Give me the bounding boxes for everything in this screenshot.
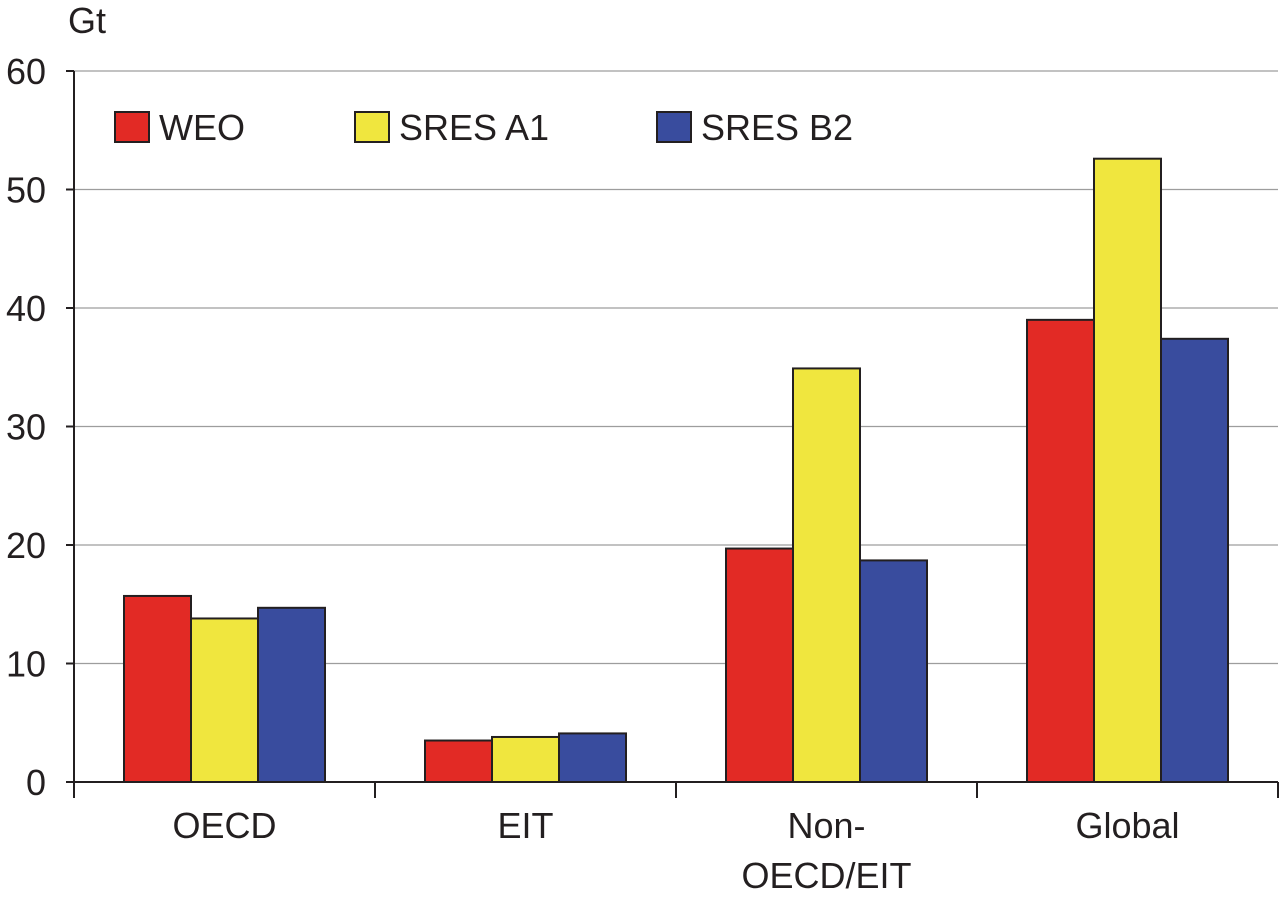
x-tick-label: EIT <box>497 805 553 846</box>
y-tick-label: 10 <box>6 644 46 685</box>
legend-label: WEO <box>159 107 245 148</box>
legend-item: SRES B2 <box>656 107 853 148</box>
x-tick-label: Non-OECD/EIT <box>741 805 911 896</box>
legend-item: SRES A1 <box>354 107 549 148</box>
bar-weo <box>1026 318 1095 783</box>
legend-label: SRES B2 <box>701 107 853 148</box>
legend-label: SRES A1 <box>399 107 549 148</box>
bar-sres-a1 <box>1093 157 1162 783</box>
bar-sres-a1 <box>190 617 259 783</box>
x-tick-label: OECD <box>172 805 276 846</box>
legend-swatch <box>656 111 692 143</box>
y-tick-label: 50 <box>6 170 46 211</box>
bar-weo <box>725 547 794 783</box>
bar-sres-b2 <box>859 559 928 784</box>
bar-sres-a1 <box>792 367 861 783</box>
y-tick-label: 40 <box>6 288 46 329</box>
legend-item: WEO <box>114 107 245 148</box>
bar-sres-b2 <box>257 606 326 783</box>
axes <box>66 70 1279 798</box>
bar-weo <box>424 739 493 784</box>
bar-sres-b2 <box>558 732 627 783</box>
legend: WEO SRES A1 SRES B2 <box>114 107 853 148</box>
bar-sres-a1 <box>491 735 560 783</box>
bar-weo <box>123 594 192 784</box>
bars <box>123 157 1229 784</box>
y-tick-label: 60 <box>6 51 46 92</box>
bar-sres-b2 <box>1160 337 1229 783</box>
x-tick-labels: OECD EIT Non-OECD/EIT Global <box>172 805 1179 896</box>
legend-swatch <box>354 111 390 143</box>
y-tick-labels: 0 10 20 30 40 50 60 <box>6 51 46 803</box>
x-tick-label: Global <box>1075 805 1179 846</box>
legend-swatch <box>114 111 150 143</box>
y-tick-label: 0 <box>26 762 46 803</box>
y-tick-label: 30 <box>6 407 46 448</box>
y-axis-label: Gt <box>68 0 106 41</box>
y-tick-label: 20 <box>6 525 46 566</box>
